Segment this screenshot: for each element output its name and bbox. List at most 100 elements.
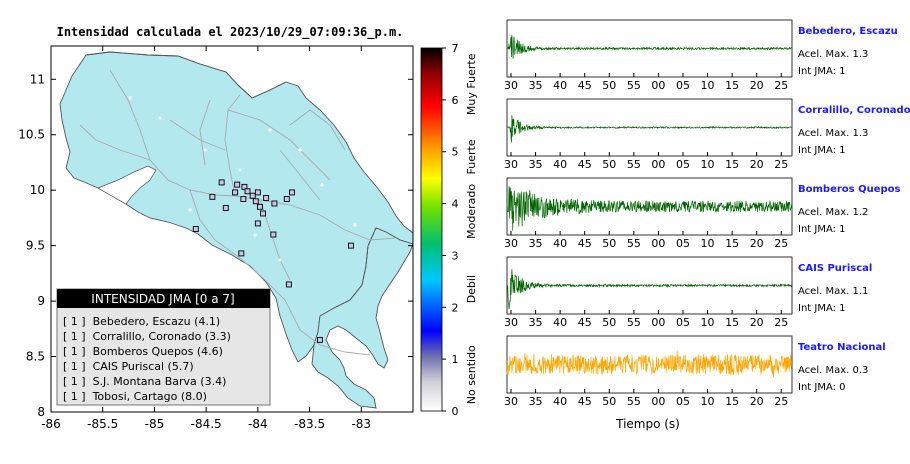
time-tick-label: 35 <box>529 237 543 250</box>
city-dot <box>278 258 282 262</box>
time-tick-label: 55 <box>627 395 641 408</box>
station-marker <box>232 189 239 196</box>
station-marker <box>252 198 259 205</box>
waveform-panel: 30 35 40 45 50 55 00 05 10 15 20 25 Bomberos Quepos A… <box>504 177 901 250</box>
time-tick-label: 25 <box>774 79 788 92</box>
station-marker <box>316 336 323 343</box>
intensity-legend: INTENSIDAD JMA [0 a 7] [ 1 ] Bebedero, E… <box>56 288 271 406</box>
colorbar-tick-label: 4 <box>452 198 459 211</box>
time-tick-label: 30 <box>504 395 518 408</box>
max-acceleration: Acel. Max. 1.3 <box>798 128 868 139</box>
y-tick-label: 9 <box>37 294 45 308</box>
colorbar-label: Fuerte <box>465 139 478 174</box>
station-marker <box>218 179 225 186</box>
time-tick-label: 20 <box>750 79 764 92</box>
time-tick-label: 10 <box>701 316 715 329</box>
nicoya-gulf <box>97 165 157 205</box>
time-tick-label: 50 <box>602 316 616 329</box>
waveform-trace <box>506 350 793 378</box>
station-marker <box>222 204 229 211</box>
city-dot <box>353 223 357 227</box>
city-dot <box>253 233 257 237</box>
city-dot <box>268 128 272 132</box>
time-tick-label: 50 <box>602 395 616 408</box>
time-tick-label: 05 <box>676 316 690 329</box>
time-tick-label: 25 <box>774 316 788 329</box>
colorbar-tick-label: 1 <box>452 353 459 366</box>
time-tick-label: 20 <box>750 237 764 250</box>
legend-item: [ 1 ] Tobosi, Cartago (8.0) <box>63 390 207 403</box>
legend-title: INTENSIDAD JMA [0 a 7] <box>91 292 234 306</box>
city-dot <box>203 148 207 152</box>
station-name: Teatro Nacional <box>798 342 886 353</box>
station-marker <box>270 231 277 238</box>
colorbar-label: Moderado <box>465 184 478 239</box>
time-tick-label: 15 <box>725 316 739 329</box>
city-dot <box>320 183 324 187</box>
waveform-panel: 30 35 40 45 50 55 00 05 10 15 20 25 CAIS Puriscal Ace… <box>504 256 872 329</box>
colorbar-tick-label: 2 <box>452 301 459 314</box>
time-tick-label: 50 <box>602 158 616 171</box>
x-tick-label: -84 <box>248 417 268 431</box>
x-tick-label: -85 <box>145 417 165 431</box>
time-tick-label: 50 <box>602 79 616 92</box>
jma-intensity: Int JMA: 1 <box>798 224 846 235</box>
waveform-panels: 30 35 40 45 50 55 00 05 10 15 20 25 Bebedero, Escazu… <box>504 19 910 408</box>
time-tick-label: 10 <box>701 237 715 250</box>
station-marker <box>254 220 261 227</box>
y-tick-label: 8 <box>37 405 45 419</box>
legend-item: [ 1 ] Bebedero, Escazu (4.1) <box>63 315 220 328</box>
station-marker <box>244 188 251 195</box>
colorbar-gradient <box>420 47 443 412</box>
waveform-trace <box>506 269 793 310</box>
colorbar-label: Muy Fuerte <box>465 53 478 115</box>
max-acceleration: Acel. Max. 1.3 <box>798 49 868 60</box>
x-tick-label: -86 <box>41 417 61 431</box>
time-tick-label: 30 <box>504 237 518 250</box>
time-tick-label: 15 <box>725 395 739 408</box>
station-marker <box>254 189 261 196</box>
station-name: Corralillo, Coronado <box>798 105 910 116</box>
legend-item: [ 1 ] CAIS Puriscal (5.7) <box>63 360 194 373</box>
time-tick-label: 50 <box>602 237 616 250</box>
station-marker <box>249 192 256 199</box>
waveform-panel: 30 35 40 45 50 55 00 05 10 15 20 25 Corralillo, Coro… <box>504 98 910 171</box>
time-tick-label: 05 <box>676 237 690 250</box>
station-marker <box>283 196 290 203</box>
y-tick-label: 10 <box>30 183 45 197</box>
time-tick-label: 45 <box>578 316 592 329</box>
station-name: CAIS Puriscal <box>798 263 872 274</box>
station-marker <box>263 194 270 201</box>
jma-intensity: Int JMA: 1 <box>798 66 846 77</box>
time-tick-label: 25 <box>774 158 788 171</box>
time-tick-label: 40 <box>553 79 567 92</box>
time-tick-label: 15 <box>725 237 739 250</box>
time-tick-label: 45 <box>578 237 592 250</box>
station-marker <box>241 183 248 190</box>
map-x-axis: -86 -85.5 -85 -84.5 -84 -83.5 -83 <box>41 46 371 431</box>
station-marker <box>240 196 247 203</box>
station-markers <box>128 96 357 343</box>
colorbar-tick-label: 6 <box>452 94 459 107</box>
city-dot <box>188 208 192 212</box>
station-marker <box>260 210 266 217</box>
station-marker <box>271 200 278 207</box>
colorbar-tick-label: 3 <box>452 249 459 262</box>
waveform-x-label: Tiempo (s) <box>615 417 680 431</box>
time-tick-label: 30 <box>504 316 518 329</box>
time-tick-label: 05 <box>676 158 690 171</box>
colorbar-labels: Muy Fuerte Fuerte Moderado Debil No sentido <box>465 53 478 404</box>
waveform-frame <box>506 177 793 236</box>
station-marker <box>238 250 245 257</box>
waveform-trace <box>507 115 793 143</box>
time-tick-label: 00 <box>651 158 665 171</box>
city-dot <box>128 96 132 100</box>
time-tick-label: 30 <box>504 79 518 92</box>
max-acceleration: Acel. Max. 1.2 <box>798 207 868 218</box>
time-tick-label: 55 <box>627 79 641 92</box>
station-marker <box>285 281 292 288</box>
station-name: Bomberos Quepos <box>798 184 901 195</box>
time-tick-label: 45 <box>578 158 592 171</box>
x-tick-label: -83 <box>351 417 371 431</box>
